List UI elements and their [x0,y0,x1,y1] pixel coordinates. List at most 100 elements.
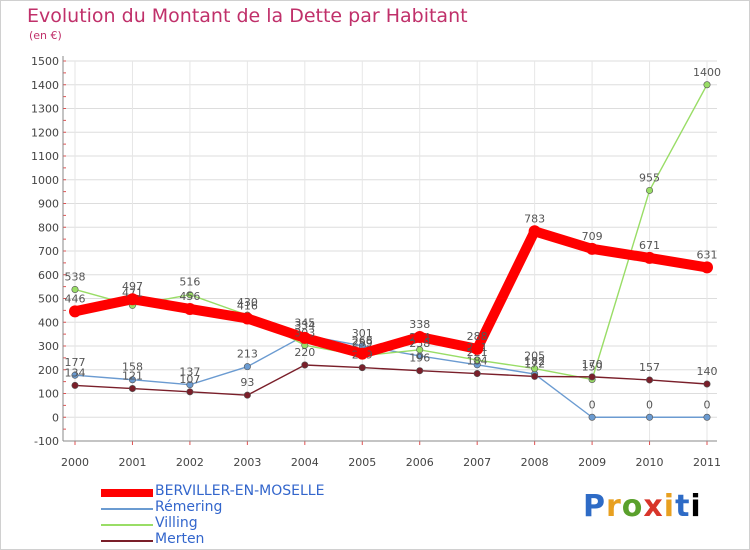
data-label: 158 [122,361,143,374]
data-label: 516 [179,276,200,289]
legend-label: Rémering [155,499,223,515]
data-point [301,361,309,369]
data-point [416,346,424,354]
y-tick-label: 400 [38,316,59,329]
data-point [531,365,539,373]
legend-label: Merten [155,531,205,547]
data-label: 159 [582,360,603,373]
data-point [701,261,713,274]
data-label: 345 [294,316,315,329]
data-label: 172 [524,357,545,370]
data-point [646,413,654,421]
data-point [128,376,136,384]
data-label: 107 [179,373,200,386]
y-tick-label: 300 [38,340,59,353]
y-tick-label: 1300 [31,103,59,116]
data-point [416,367,424,375]
data-point [71,371,79,379]
data-point [473,356,481,364]
data-point [71,285,79,293]
data-point [413,330,426,343]
data-point [243,391,251,399]
series-line-0 [70,226,712,359]
data-point [298,331,311,344]
data-label: 93 [240,376,254,389]
data-point [646,186,654,194]
y-tick-label: 1500 [31,55,59,68]
legend-label: BERVILLER-EN-MOSELLE [155,483,325,499]
y-tick-label: 600 [38,269,59,282]
data-point [588,373,596,381]
data-point [531,372,539,380]
data-point [243,363,251,371]
data-label: 0 [704,398,711,411]
data-point [586,242,599,255]
legend-swatch [101,540,153,542]
x-tick-label: 2002 [176,456,204,469]
data-point [356,347,369,360]
data-point [186,388,194,396]
line-chart: -100010020030040050060070080090010001100… [31,55,721,469]
data-label: 170 [582,358,603,371]
data-label: 259 [352,337,373,350]
x-tick-label: 2007 [463,456,491,469]
data-label: 456 [179,290,200,303]
legend-swatch [101,524,153,526]
proxiti-logo: Proxiti [583,489,702,524]
x-tick-label: 2006 [406,456,434,469]
data-label: 213 [237,348,258,361]
series-line-2 [74,84,708,381]
data-label: 1400 [693,66,721,79]
data-point [703,81,711,89]
y-tick-label: 100 [38,388,59,401]
data-label: 0 [646,398,653,411]
data-label: 220 [294,346,315,359]
x-tick-label: 2010 [636,456,664,469]
data-point [358,364,366,372]
y-tick-label: 700 [38,245,59,258]
data-point [186,381,194,389]
data-label: 157 [639,361,660,374]
data-point [646,376,654,384]
y-tick-label: -100 [34,435,59,448]
data-label: 497 [122,280,143,293]
data-point [126,293,139,306]
data-label: 121 [122,370,143,383]
data-point [69,305,81,318]
legend-swatch [101,489,153,497]
y-tick-label: 1000 [31,174,59,187]
data-point [128,385,136,393]
data-label: 709 [582,230,603,243]
data-point [71,381,79,389]
data-label: 955 [639,171,660,184]
data-point [471,342,484,355]
data-label: 334 [294,319,315,332]
data-point [643,251,656,264]
x-tick-label: 2009 [578,456,606,469]
data-point [528,225,541,238]
data-label: 471 [122,286,143,299]
data-label: 631 [697,248,718,261]
data-point [588,413,596,421]
data-label: 205 [524,350,545,363]
x-tick-label: 2003 [233,456,261,469]
y-tick-label: 1400 [31,79,59,92]
data-label: 538 [65,270,86,283]
x-tick-label: 2011 [693,456,721,469]
data-point [183,302,196,315]
y-tick-label: 0 [52,411,59,424]
data-label: 134 [65,366,86,379]
series-line-3 [74,364,708,396]
data-label: 783 [524,212,545,225]
data-label: 196 [409,352,430,365]
x-tick-label: 2000 [61,456,89,469]
data-label: 258 [409,337,430,350]
legend-swatch [101,508,153,510]
x-tick-label: 2005 [348,456,376,469]
data-label: 288 [467,330,488,343]
data-point [186,291,194,299]
data-point [703,380,711,388]
y-tick-label: 800 [38,221,59,234]
data-label: 338 [409,318,430,331]
